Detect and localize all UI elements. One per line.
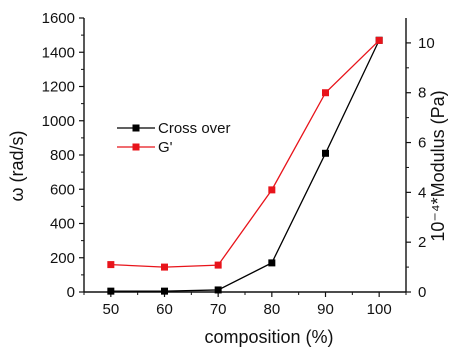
data-point-cross-over <box>214 286 222 294</box>
left-y-tick-label: 600 <box>50 181 75 198</box>
right-y-tick-label: 4 <box>418 184 426 201</box>
x-tick-label: 80 <box>263 301 280 318</box>
x-axis-title: composition (%) <box>204 327 333 347</box>
legend-label-cross-over: Cross over <box>158 120 231 137</box>
axes <box>83 18 407 293</box>
tick-labels: 50 60 70 80 90 100020040060080010001200140016… <box>42 10 435 318</box>
tick-marks <box>79 17 411 297</box>
data-point-g <box>214 261 222 269</box>
data-point-g <box>375 36 383 44</box>
data-point-cross-over <box>268 259 276 267</box>
right-y-tick-label: 0 <box>418 284 426 301</box>
left-y-axis-title: ω (rad/s) <box>7 130 27 201</box>
legend-marker-g <box>132 143 140 151</box>
data-point-g <box>107 261 115 269</box>
left-y-tick-label: 0 <box>67 284 75 301</box>
x-tick-label: 60 <box>156 301 173 318</box>
x-tick-label: 50 <box>102 301 119 318</box>
left-y-tick-label: 1200 <box>42 79 75 96</box>
left-y-tick-label: 400 <box>50 216 75 233</box>
right-y-axis-title: 10⁻⁴*Modulus (Pa) <box>428 90 448 241</box>
right-y-tick-label: 8 <box>418 85 426 102</box>
left-y-tick-label: 1600 <box>42 10 75 27</box>
x-tick-label: 90 <box>317 301 334 318</box>
data-point-cross-over <box>322 149 329 157</box>
left-y-tick-label: 200 <box>50 250 75 267</box>
data-point-cross-over <box>161 287 168 295</box>
left-y-tick-label: 800 <box>50 147 75 164</box>
left-y-tick-label: 1400 <box>42 44 75 61</box>
series-line-cross-over <box>110 39 380 292</box>
right-y-tick-label: 10 <box>418 35 435 52</box>
right-y-tick-label: 2 <box>418 234 426 251</box>
legend: Cross over G' <box>117 120 231 156</box>
series-line-g <box>110 39 380 268</box>
x-tick-label: 100 <box>367 301 392 318</box>
x-tick-label: 70 <box>210 301 227 318</box>
data-point-g <box>161 263 168 271</box>
series-layer <box>107 36 383 295</box>
right-y-tick-label: 6 <box>418 135 426 152</box>
legend-marker-cross-over <box>132 124 140 132</box>
data-point-g <box>268 186 276 194</box>
legend-label-g: G' <box>158 139 173 156</box>
left-y-tick-label: 1000 <box>42 113 75 130</box>
data-point-cross-over <box>107 287 115 295</box>
data-point-g <box>322 89 329 97</box>
